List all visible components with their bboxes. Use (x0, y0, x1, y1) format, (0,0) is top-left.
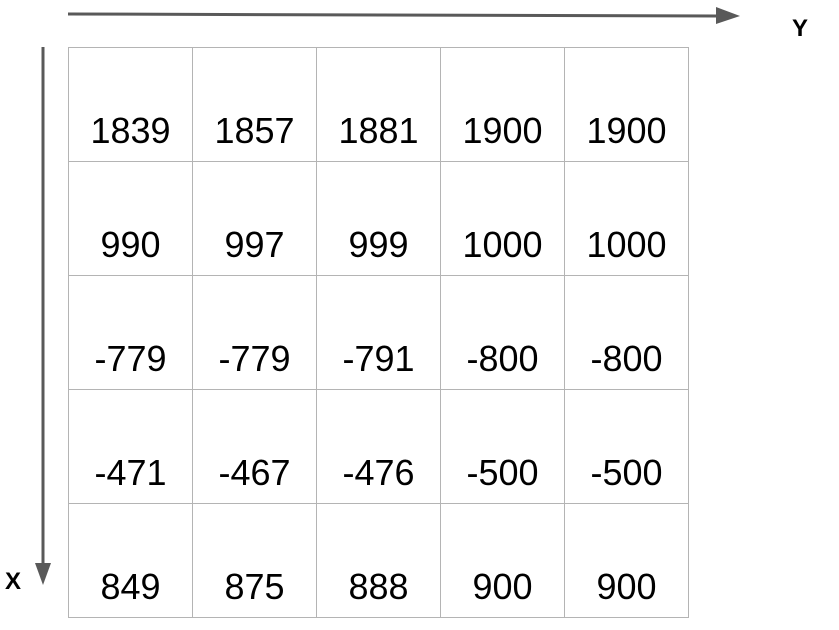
y-axis-label: Y (792, 15, 809, 42)
matrix-cell: 1000 (565, 162, 689, 276)
matrix-cell: 1900 (565, 48, 689, 162)
matrix-cell: -476 (317, 390, 441, 504)
value-matrix: 1839 1857 1881 1900 1900 990 997 999 100… (68, 47, 689, 618)
matrix-cell: 999 (317, 162, 441, 276)
y-axis-arrowhead (716, 7, 740, 24)
matrix-cell: -500 (441, 390, 565, 504)
matrix-cell: 997 (193, 162, 317, 276)
matrix-cell: -800 (565, 276, 689, 390)
matrix-cell: 900 (565, 504, 689, 618)
matrix-cell: 1000 (441, 162, 565, 276)
x-axis-label: X (5, 568, 22, 595)
matrix-cell: 849 (69, 504, 193, 618)
matrix-cell: 900 (441, 504, 565, 618)
matrix-cell: 990 (69, 162, 193, 276)
matrix-cell: -500 (565, 390, 689, 504)
y-axis-arrow (67, 12, 719, 18)
matrix-cell: 1881 (317, 48, 441, 162)
matrix-cell: 1839 (69, 48, 193, 162)
matrix-cell: -467 (193, 390, 317, 504)
matrix-cell: -779 (69, 276, 193, 390)
matrix-cell: 888 (317, 504, 441, 618)
x-axis-arrowhead (35, 563, 51, 585)
matrix-cell: -791 (317, 276, 441, 390)
matrix-cell: -779 (193, 276, 317, 390)
matrix-cell: 1857 (193, 48, 317, 162)
matrix-cell: 1900 (441, 48, 565, 162)
matrix-cell: -471 (69, 390, 193, 504)
matrix-cell: -800 (441, 276, 565, 390)
matrix-cell: 875 (193, 504, 317, 618)
